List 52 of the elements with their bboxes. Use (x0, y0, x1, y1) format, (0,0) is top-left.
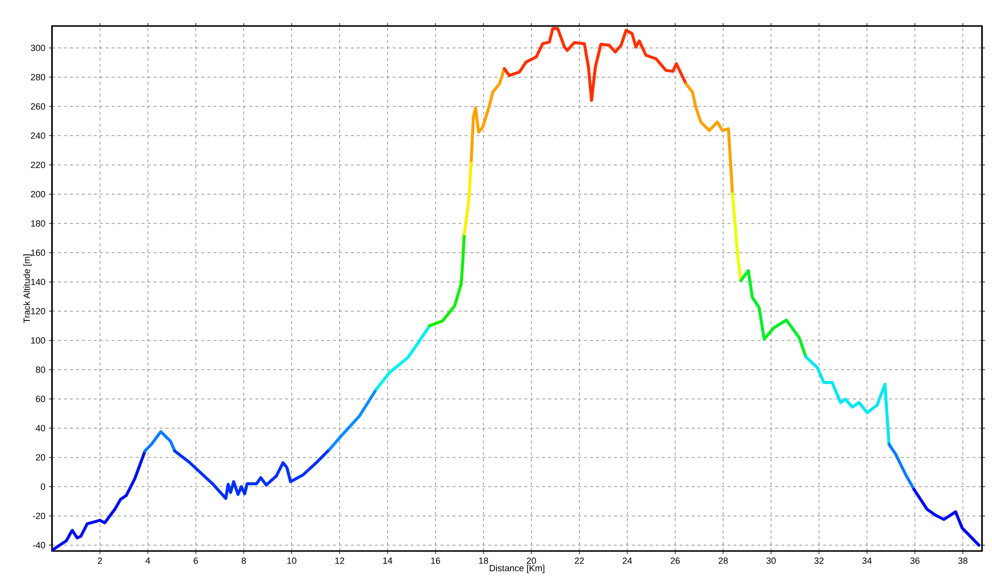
x-tick-label: 14 (383, 558, 392, 564)
y-tick-label: 60 (36, 396, 46, 402)
line-series (470, 67, 506, 162)
y-tick-label: 200 (30, 190, 46, 198)
x-tick-label: 38 (958, 558, 968, 564)
x-tick-label: 16 (431, 558, 440, 564)
line-series (912, 488, 980, 547)
x-tick-label: 8 (242, 558, 246, 564)
y-tick-label: 100 (31, 337, 46, 344)
x-tick-label: 32 (814, 558, 824, 564)
x-tick-label: 2 (98, 558, 102, 564)
y-tick-label: 220 (30, 162, 46, 168)
line-series (739, 269, 808, 358)
y-tick-label: 80 (36, 366, 46, 373)
x-tick-label: 20 (526, 558, 536, 564)
y-tick-label: 20 (36, 454, 46, 461)
x-tick-label: 34 (862, 558, 872, 564)
y-tick-label: 40 (36, 424, 46, 432)
y-axis-title: Track Altitude [m] (23, 254, 32, 324)
y-tick-label: 140 (31, 278, 46, 286)
line-series (52, 449, 146, 551)
y-tick-label: 260 (30, 103, 46, 110)
y-tick-label: 0 (40, 483, 46, 490)
line-series (502, 27, 688, 102)
x-tick-label: 36 (910, 558, 920, 564)
x-tick-label: 30 (766, 558, 776, 564)
x-axis-title: Distance [Km] (490, 564, 544, 574)
line-series (374, 324, 432, 391)
x-tick-label: 6 (194, 558, 198, 564)
y-tick-label: 300 (30, 44, 46, 52)
y-tick-label: -20 (32, 512, 46, 520)
y-tick-label: 120 (31, 308, 46, 314)
x-tick-label: 24 (622, 558, 632, 564)
line-series (144, 430, 176, 452)
line-series (173, 448, 332, 500)
x-tick-label: 4 (146, 558, 150, 564)
x-tick-label: 26 (670, 558, 680, 564)
x-tick-label: 18 (479, 558, 488, 564)
x-tick-label: 22 (574, 558, 584, 564)
line-series (804, 355, 891, 446)
line-series (328, 388, 378, 451)
y-tick-label: 240 (30, 132, 46, 139)
y-tick-label: 160 (31, 249, 46, 256)
x-tick-label: 28 (718, 558, 728, 564)
y-tick-label: -40 (32, 542, 46, 548)
x-tick-label: 12 (335, 558, 344, 564)
line-series (428, 232, 466, 328)
y-tick-label: 280 (30, 74, 46, 80)
line-series (684, 82, 734, 196)
x-tick-label: 10 (287, 558, 296, 564)
y-tick-label: 180 (31, 220, 46, 227)
line-series (888, 442, 916, 491)
